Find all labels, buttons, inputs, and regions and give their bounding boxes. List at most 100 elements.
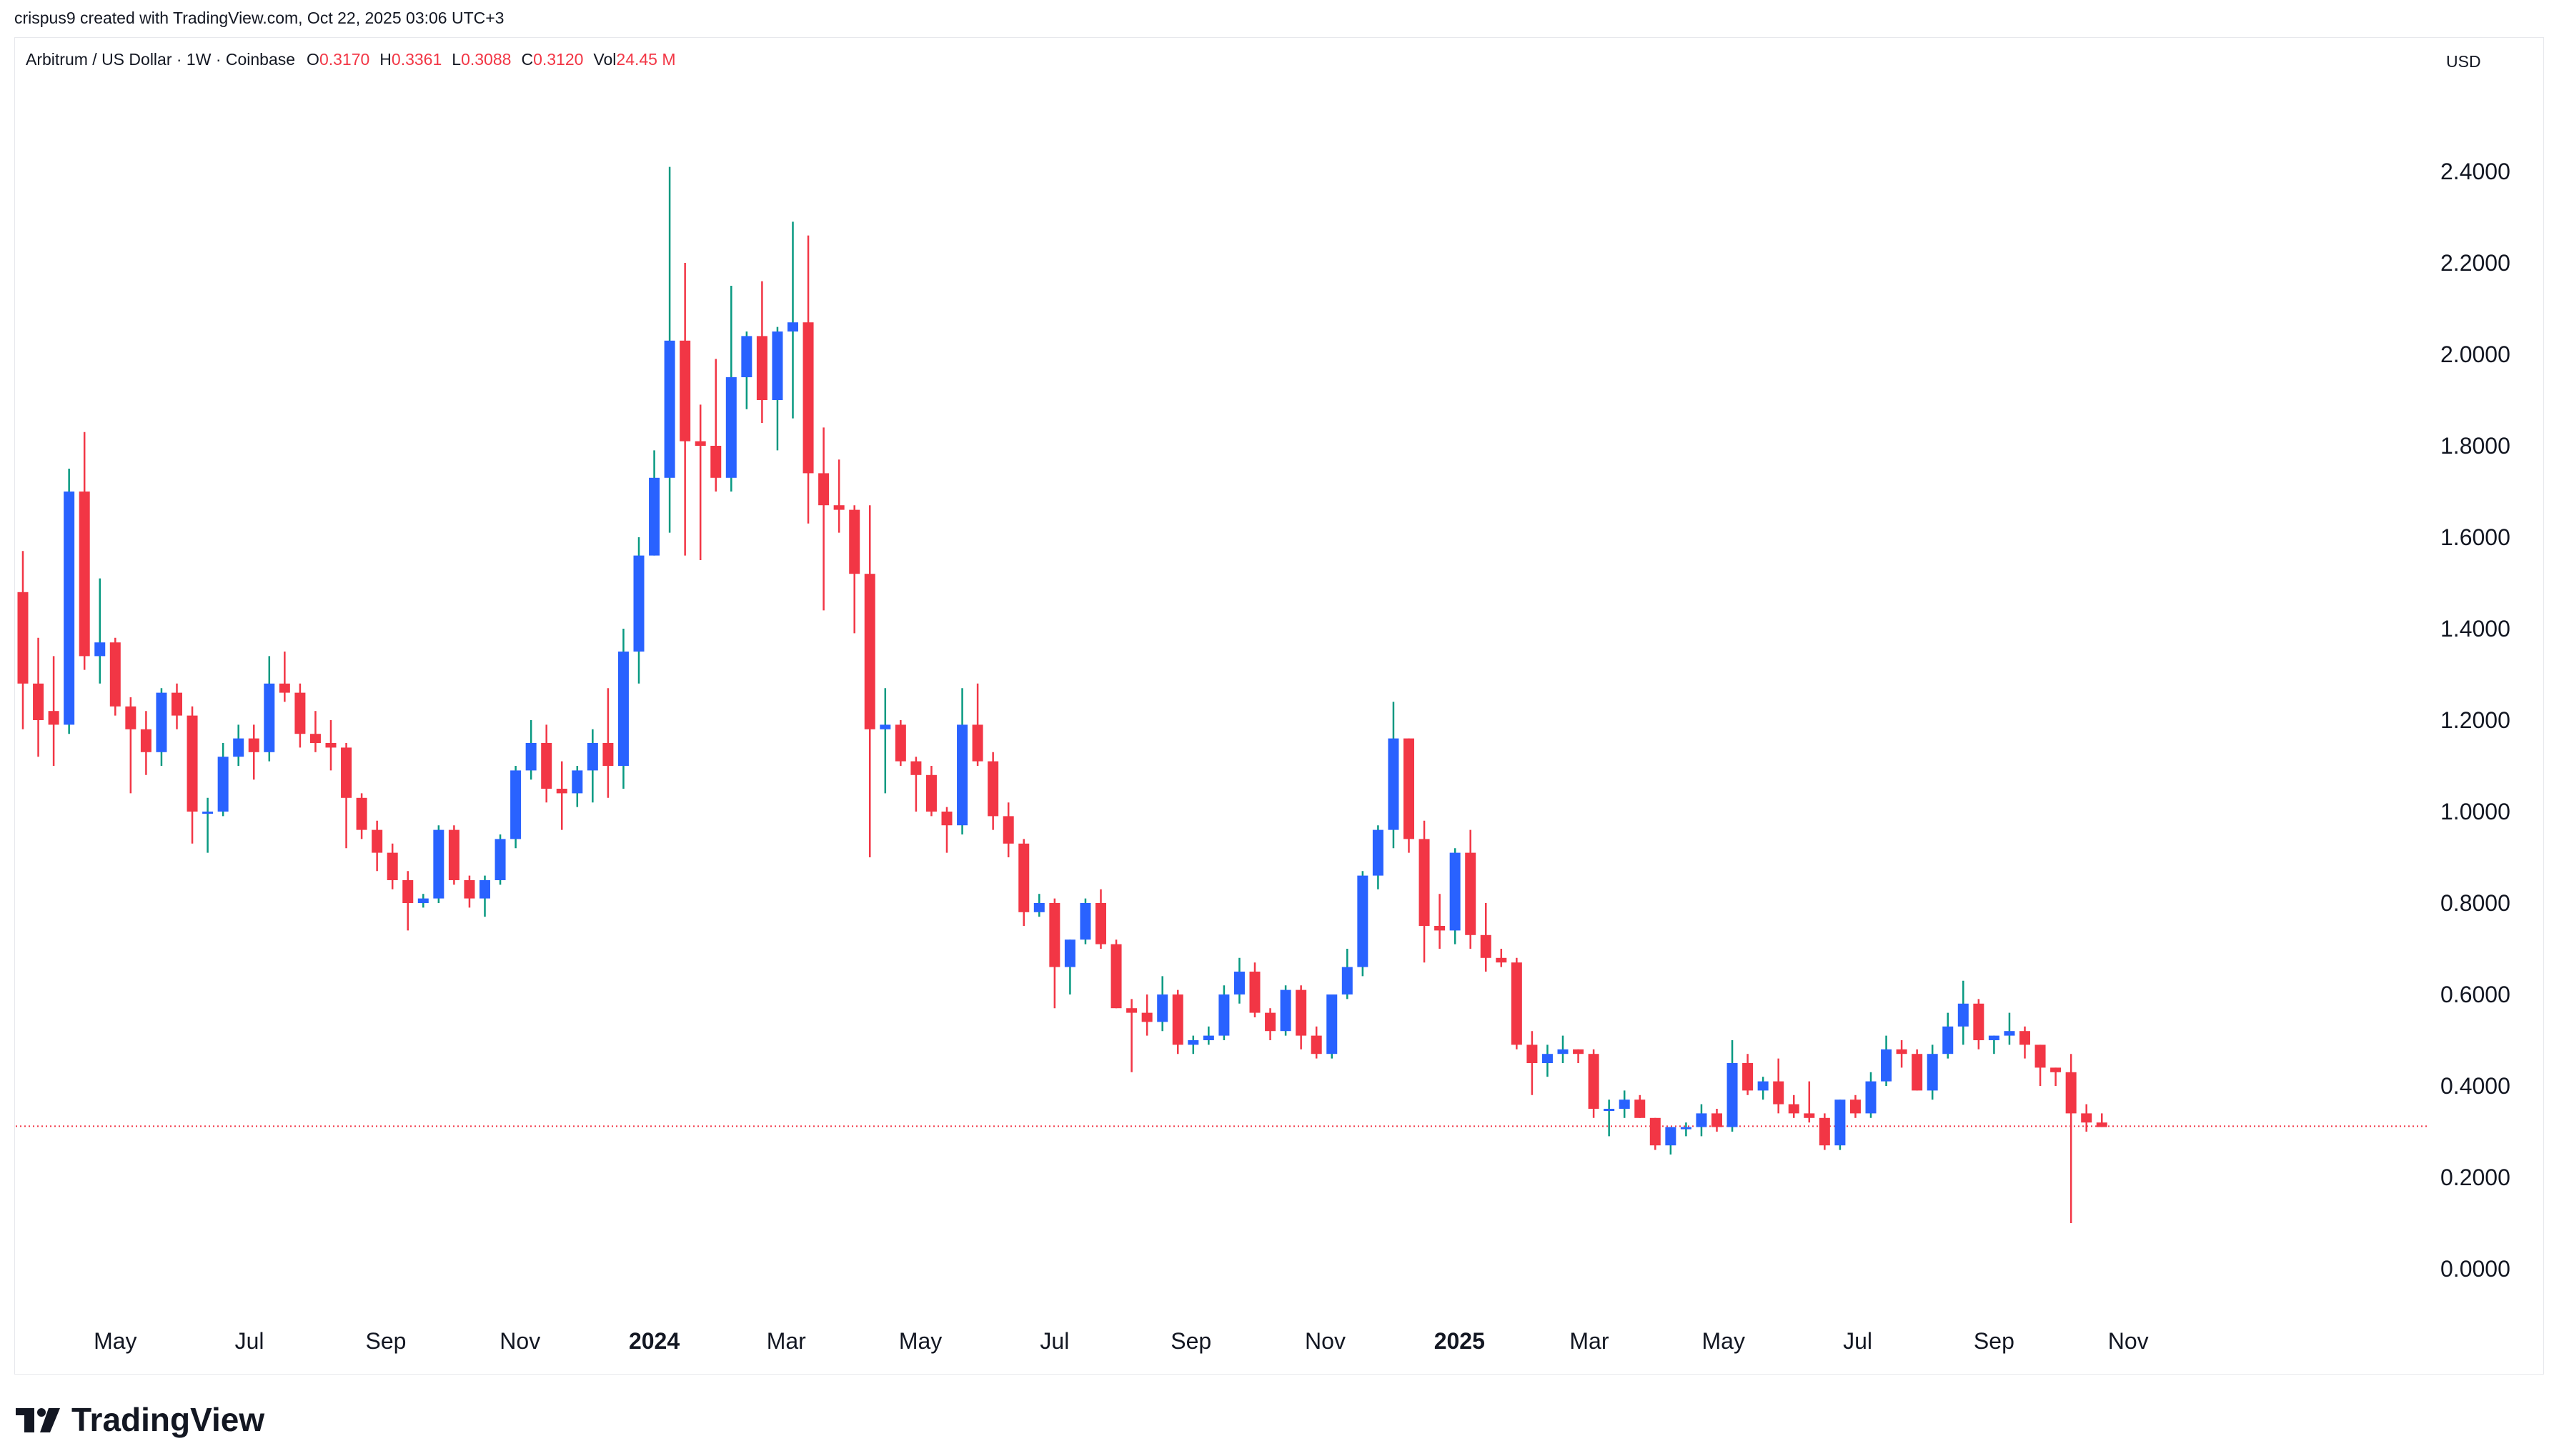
candle — [680, 263, 691, 556]
candle-body — [957, 724, 968, 826]
candle-body — [1773, 1081, 1784, 1105]
candle — [941, 807, 953, 853]
candle-body — [1726, 1063, 1738, 1127]
candle — [849, 505, 860, 634]
candle — [1157, 976, 1168, 1032]
y-tick-label: 1.4000 — [2440, 616, 2510, 642]
candle-body — [1003, 816, 1014, 844]
candle — [1434, 894, 1446, 949]
candle-body — [1680, 1127, 1691, 1130]
candle-body — [787, 322, 798, 331]
candle — [1557, 1035, 1569, 1063]
candle-body — [1511, 962, 1522, 1045]
candle — [156, 688, 167, 766]
candle-body — [1403, 738, 1414, 839]
price-axis[interactable]: 0.0000 0.2000 0.4000 0.6000 0.8000 1.0000 1.20… — [2440, 159, 2510, 1282]
candle-body — [756, 336, 767, 400]
candle — [1403, 738, 1414, 853]
candle — [17, 551, 29, 729]
x-tick-label: Nov — [1305, 1328, 1346, 1354]
candle — [1680, 1122, 1691, 1137]
candle — [1788, 1095, 1799, 1118]
candles — [17, 166, 2107, 1223]
candle — [1172, 989, 1183, 1054]
x-tick-label: Jul — [235, 1328, 264, 1354]
candle-body — [341, 747, 352, 798]
chart-creator-header: crispus9 created with TradingView.com, O… — [14, 9, 505, 27]
candle-body — [1742, 1063, 1754, 1091]
candle — [2050, 1067, 2062, 1086]
candle — [1341, 949, 1353, 999]
candle-body — [1095, 903, 1106, 944]
candle — [695, 404, 706, 560]
candle-body — [1927, 1054, 1938, 1091]
candle — [633, 537, 645, 684]
candle — [1573, 1049, 1584, 1063]
y-tick-label: 1.0000 — [2440, 799, 2510, 824]
candle — [1095, 889, 1106, 949]
candle-body — [1804, 1113, 1815, 1118]
candle-body — [525, 743, 537, 771]
candle-body — [1665, 1127, 1676, 1146]
candle-body — [849, 509, 860, 574]
candle — [925, 766, 937, 817]
time-axis[interactable]: May Jul Sep Nov 2024 Mar May Jul Sep Nov 2025 Mar Ma… — [94, 1328, 2149, 1354]
y-tick-label: 1.6000 — [2440, 524, 2510, 550]
chart-pane[interactable] — [14, 37, 2544, 1375]
candle — [1834, 1100, 1846, 1150]
candle — [464, 875, 475, 908]
candle-body — [1296, 989, 1307, 1036]
candle — [664, 166, 675, 533]
candle — [1265, 1008, 1276, 1040]
candle — [480, 875, 490, 917]
candle-body — [1018, 843, 1030, 912]
candle — [1480, 903, 1491, 972]
candle — [1418, 820, 1430, 963]
candle-body — [33, 683, 44, 720]
candle-body — [864, 574, 875, 729]
candle-body — [495, 839, 506, 880]
candle — [341, 743, 352, 849]
candle — [880, 688, 891, 794]
candle — [1988, 1035, 1999, 1054]
candle — [525, 720, 537, 780]
candle-body — [309, 734, 321, 743]
y-tick-label: 1.2000 — [2440, 707, 2510, 733]
candle-body — [556, 789, 567, 794]
candle — [649, 450, 660, 556]
high-value: 0.3361 — [391, 50, 442, 69]
candle — [617, 629, 629, 789]
candle-body — [1449, 852, 1461, 931]
candle-body — [818, 473, 830, 506]
candle-body — [725, 377, 737, 478]
candle-body — [1649, 1117, 1661, 1146]
candle — [510, 766, 522, 849]
candle — [172, 683, 182, 729]
candle-body — [1203, 1035, 1214, 1040]
candle — [264, 656, 275, 762]
candle — [356, 793, 367, 839]
candle — [1973, 999, 1984, 1049]
candle-body — [680, 340, 691, 442]
x-tick-label: May — [94, 1328, 136, 1354]
candle — [756, 281, 767, 423]
candle — [787, 221, 798, 419]
candle — [1188, 1035, 1199, 1054]
candle — [448, 825, 459, 885]
candle — [2019, 1026, 2030, 1059]
candle-body — [1110, 944, 1122, 1009]
candle — [372, 820, 383, 872]
candle-body — [264, 683, 275, 752]
candle-body — [125, 706, 136, 729]
candle-body — [880, 724, 891, 729]
candle — [1773, 1058, 1784, 1114]
candle-body — [17, 592, 29, 684]
candle-body — [217, 757, 229, 812]
y-tick-label: 0.0000 — [2440, 1256, 2510, 1282]
y-tick-label: 2.4000 — [2440, 159, 2510, 184]
candle-body — [1311, 1035, 1322, 1054]
candle — [2004, 1012, 2015, 1045]
candle — [1881, 1035, 1892, 1086]
candle-body — [1157, 994, 1168, 1022]
currency-button[interactable]: USD — [2428, 43, 2533, 80]
